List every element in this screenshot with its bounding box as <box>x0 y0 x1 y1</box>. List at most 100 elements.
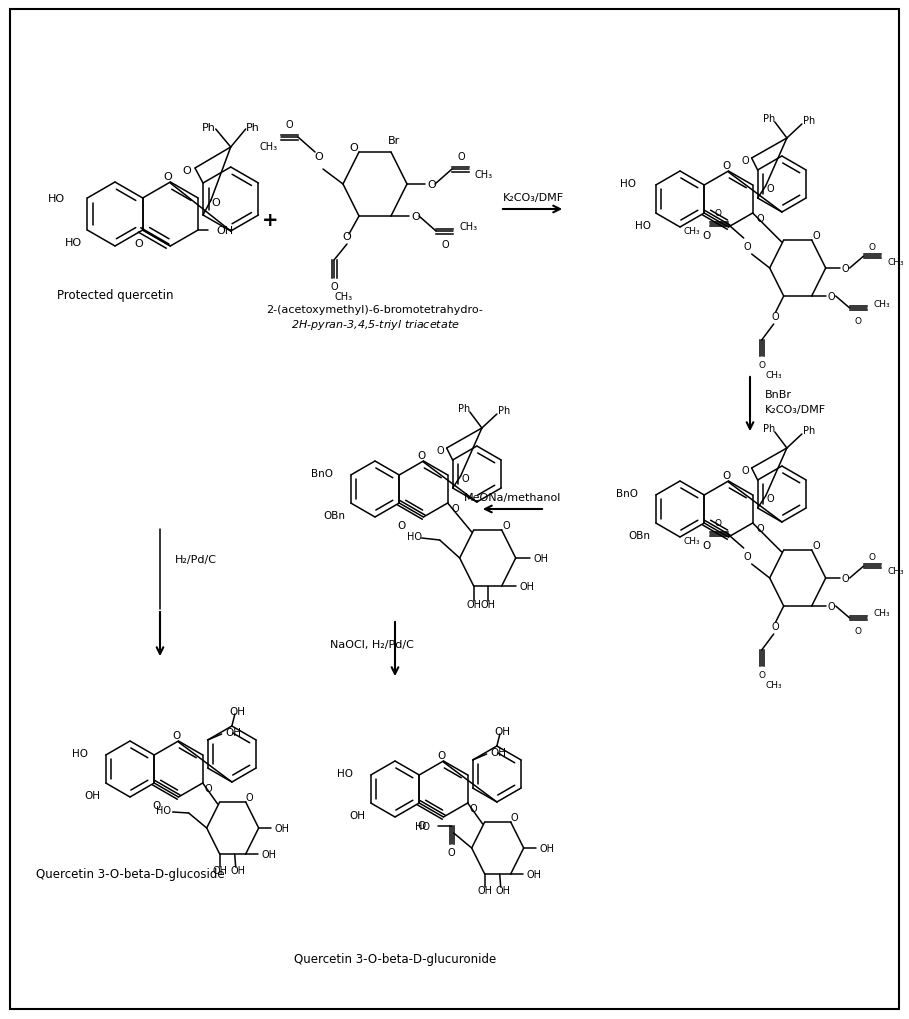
Text: OH: OH <box>534 553 549 564</box>
Text: O: O <box>441 239 449 250</box>
Text: Ph: Ph <box>498 406 510 416</box>
Text: O: O <box>757 524 764 534</box>
Text: O: O <box>828 601 835 611</box>
Text: NaOCl, H₂/Pd/C: NaOCl, H₂/Pd/C <box>330 639 414 649</box>
Text: O: O <box>153 800 161 810</box>
Text: OH: OH <box>477 886 492 895</box>
Text: MeONa/methanol: MeONa/methanol <box>464 492 562 502</box>
Text: O: O <box>714 518 721 527</box>
Text: O: O <box>397 521 405 531</box>
Text: K₂CO₃/DMF: K₂CO₃/DMF <box>765 405 826 415</box>
Text: O: O <box>868 243 875 252</box>
Text: Protected quercetin: Protected quercetin <box>56 288 174 302</box>
Text: HO: HO <box>336 768 353 779</box>
Text: OBn: OBn <box>629 531 651 540</box>
Text: O: O <box>758 669 765 679</box>
Text: O: O <box>813 230 821 240</box>
Text: K₂CO₃/DMF: K₂CO₃/DMF <box>503 193 564 203</box>
Text: O: O <box>427 179 435 190</box>
Text: O: O <box>448 847 455 857</box>
Text: O: O <box>205 784 213 793</box>
Text: H₂/Pd/C: H₂/Pd/C <box>175 554 217 565</box>
Text: OH: OH <box>230 865 245 875</box>
Text: O: O <box>183 166 192 176</box>
Text: O: O <box>212 198 220 208</box>
Text: O: O <box>470 803 477 813</box>
Text: CH₃: CH₃ <box>459 222 477 231</box>
Text: O: O <box>828 291 835 302</box>
Text: O: O <box>758 360 765 369</box>
Text: O: O <box>437 445 445 455</box>
Text: O: O <box>714 208 721 217</box>
Text: O: O <box>772 312 780 322</box>
Text: OH: OH <box>216 226 234 235</box>
Text: O: O <box>767 493 774 503</box>
Text: OH: OH <box>275 823 290 834</box>
Text: OH: OH <box>212 865 227 875</box>
Text: CH₃: CH₃ <box>765 370 782 379</box>
Text: OH: OH <box>225 728 242 738</box>
Text: O: O <box>767 183 774 194</box>
Text: BnO: BnO <box>615 488 638 498</box>
Text: O: O <box>452 503 460 514</box>
Text: O: O <box>173 731 181 740</box>
Text: O: O <box>350 143 358 153</box>
Text: 2$H$-pyran-3,4,5-triyl triacetate: 2$H$-pyran-3,4,5-triyl triacetate <box>291 318 459 331</box>
Text: O: O <box>723 161 731 171</box>
Text: OH: OH <box>229 706 245 716</box>
Text: OH: OH <box>494 727 510 737</box>
Text: CH₃: CH₃ <box>888 257 904 266</box>
Text: CH₃: CH₃ <box>888 567 904 576</box>
Text: O: O <box>842 574 849 584</box>
Text: BnO: BnO <box>311 469 333 479</box>
Text: OH: OH <box>466 599 481 609</box>
Text: HO: HO <box>48 194 65 204</box>
Text: OH: OH <box>520 582 534 591</box>
Text: CH₃: CH₃ <box>683 536 700 545</box>
Text: O: O <box>723 471 731 481</box>
Text: O: O <box>757 214 764 224</box>
Text: OH: OH <box>540 843 554 853</box>
Text: CH₃: CH₃ <box>335 291 353 302</box>
Text: HO: HO <box>620 178 635 189</box>
Text: HO: HO <box>72 748 88 758</box>
Text: OH: OH <box>495 886 510 895</box>
Text: O: O <box>511 812 518 822</box>
Text: HO: HO <box>65 237 83 248</box>
Text: O: O <box>854 626 861 635</box>
Text: OH: OH <box>262 849 276 859</box>
Text: Ph: Ph <box>803 426 815 435</box>
Text: CH₃: CH₃ <box>260 142 278 152</box>
Text: O: O <box>417 450 425 461</box>
Text: O: O <box>703 230 711 240</box>
Text: OH: OH <box>491 747 506 757</box>
Text: OH: OH <box>350 810 365 820</box>
Text: HO: HO <box>155 805 171 815</box>
Text: BnBr: BnBr <box>765 389 792 399</box>
Text: Ph: Ph <box>458 404 470 414</box>
Text: O: O <box>437 750 445 760</box>
Text: O: O <box>163 172 172 181</box>
Text: OH: OH <box>85 790 101 800</box>
Text: O: O <box>245 792 254 802</box>
Text: Ph: Ph <box>763 424 775 433</box>
Text: O: O <box>744 551 752 561</box>
Text: Quercetin 3-O-beta-D-glucuronide: Quercetin 3-O-beta-D-glucuronide <box>294 953 496 966</box>
Text: +: + <box>262 210 278 229</box>
Text: HO: HO <box>415 821 430 832</box>
Text: O: O <box>868 552 875 560</box>
Text: CH₃: CH₃ <box>874 609 890 618</box>
Text: Ph: Ph <box>245 123 260 132</box>
Text: O: O <box>503 521 511 531</box>
Text: O: O <box>411 212 420 222</box>
Text: O: O <box>744 242 752 252</box>
Text: Br: Br <box>388 136 400 146</box>
Text: O: O <box>742 466 749 476</box>
Text: O: O <box>854 316 861 325</box>
Text: Ph: Ph <box>763 114 775 124</box>
Text: OH: OH <box>480 599 495 609</box>
Text: O: O <box>742 156 749 166</box>
Text: O: O <box>813 540 821 550</box>
Text: O: O <box>772 622 780 632</box>
Text: Ph: Ph <box>202 123 215 132</box>
